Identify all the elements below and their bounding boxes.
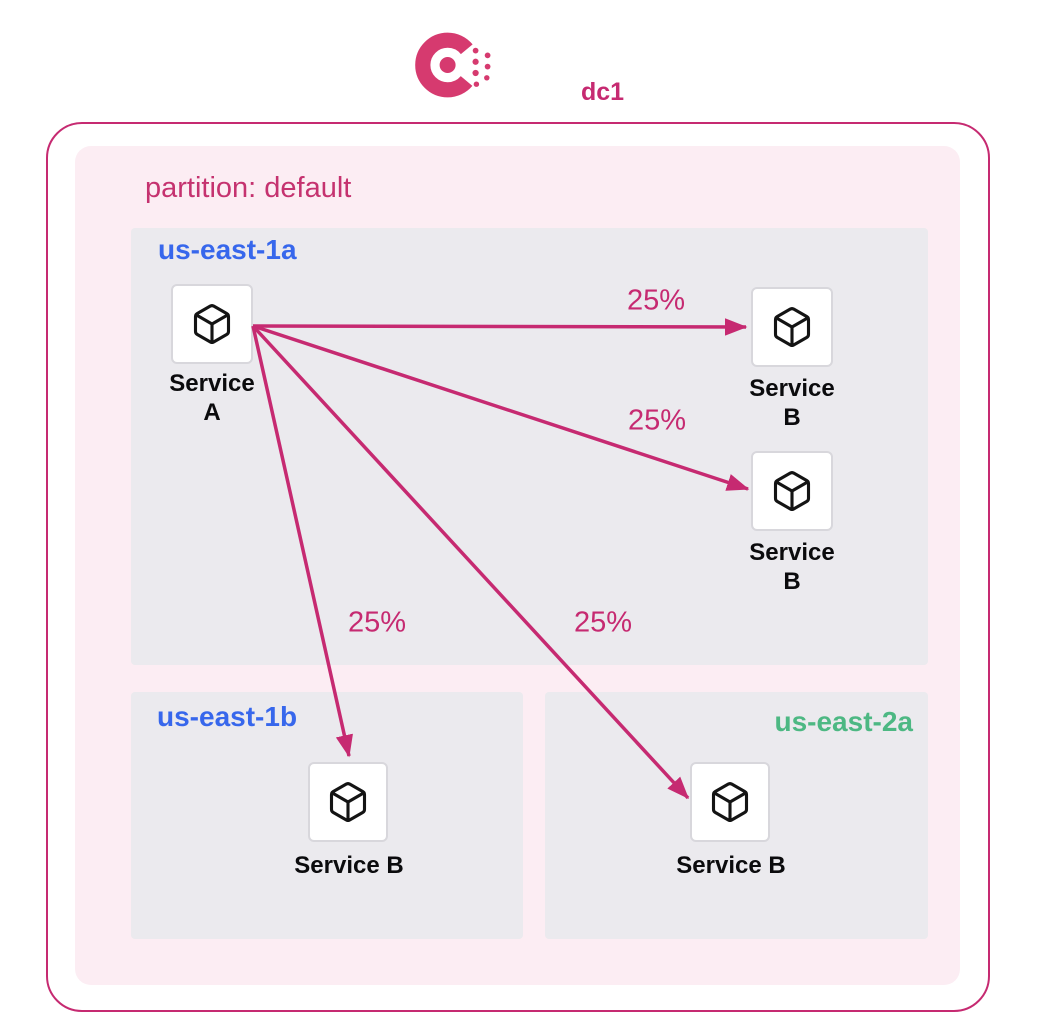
service-b-node-1a-2 [751,451,833,531]
service-a-node [171,284,253,364]
cube-icon [711,782,749,823]
cube-icon [773,307,811,348]
datacenter-boundary [46,122,990,1012]
partition-label: partition: default [145,172,352,204]
zone-us-east-2a-label: us-east-2a [774,706,913,737]
traffic-split-label-4: 25% [573,606,633,639]
service-b-label-1b: Service B [294,852,404,879]
service-b-node-2a [690,762,770,842]
cube-icon [773,471,811,512]
consul-logo-icon [414,22,494,108]
traffic-split-label-1: 25% [626,284,686,317]
traffic-split-label-2: 25% [627,404,687,437]
cube-icon [329,782,367,823]
zone-us-east-1a-label: us-east-1a [158,234,297,265]
traffic-split-label-3: 25% [347,606,407,639]
service-b-label-1a-1: Service B [749,375,835,432]
service-b-label-2a: Service B [676,852,786,879]
service-a-label: Service A [169,370,255,427]
cube-icon [193,304,231,345]
zone-us-east-1b-label: us-east-1b [157,701,298,732]
service-b-label-1a-2: Service B [749,539,835,596]
service-b-node-1b [308,762,388,842]
service-b-node-1a-1 [751,287,833,367]
datacenter-label: dc1 [581,78,625,106]
